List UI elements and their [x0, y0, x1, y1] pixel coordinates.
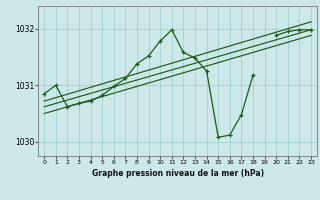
X-axis label: Graphe pression niveau de la mer (hPa): Graphe pression niveau de la mer (hPa) — [92, 169, 264, 178]
